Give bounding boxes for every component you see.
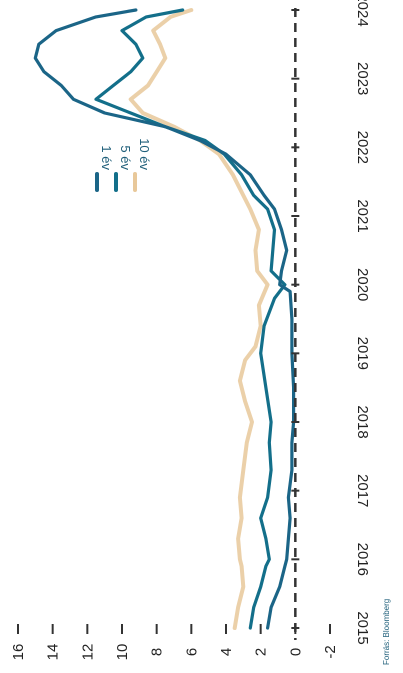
y-tick-label: 6 — [183, 648, 200, 656]
y-tick-labels: 16 14 12 10 8 6 4 2 0 -2 — [10, 644, 339, 661]
x-tick-label: 2018 — [354, 405, 371, 438]
legend-label: 5 év — [118, 145, 133, 170]
y-tick-label: 10 — [114, 644, 131, 661]
x-tick-label: 2019 — [354, 337, 371, 370]
y-tick-label: 14 — [45, 644, 62, 661]
series-layer — [33, 8, 296, 630]
y-tick-label: 16 — [10, 644, 27, 661]
x-tick-label: 2015 — [354, 611, 371, 644]
x-tick-label: 2021 — [354, 199, 371, 232]
series-line-3 — [128, 8, 270, 630]
y-tick-marks — [17, 624, 331, 634]
x-tick-labels: 2015 2016 2017 2018 2019 2020 2021 2022 2023 2024 — [354, 0, 371, 645]
legend: 1 év 5 év 10 év — [95, 138, 152, 192]
x-tick-label: 2023 — [354, 62, 371, 95]
x-tick-label: 2020 — [354, 268, 371, 301]
y-tick-label: 4 — [218, 648, 235, 656]
y-tick-label: 0 — [287, 648, 304, 656]
series-line-1 — [33, 8, 296, 630]
y-tick-label: 12 — [79, 644, 96, 661]
x-tick-marks — [291, 9, 300, 629]
x-tick-label: 2016 — [354, 543, 371, 576]
series-line-2 — [94, 8, 287, 630]
legend-label: 10 év — [137, 138, 152, 170]
y-tick-label: 8 — [149, 648, 166, 656]
legend-label: 1 év — [99, 145, 114, 170]
source-note: Forrás: Bloomberg — [382, 599, 391, 665]
x-tick-label: 2024 — [354, 0, 371, 27]
x-tick-label: 2022 — [354, 131, 371, 164]
y-tick-label: -2 — [322, 645, 339, 658]
y-tick-label: 2 — [253, 648, 270, 656]
x-tick-label: 2017 — [354, 474, 371, 507]
